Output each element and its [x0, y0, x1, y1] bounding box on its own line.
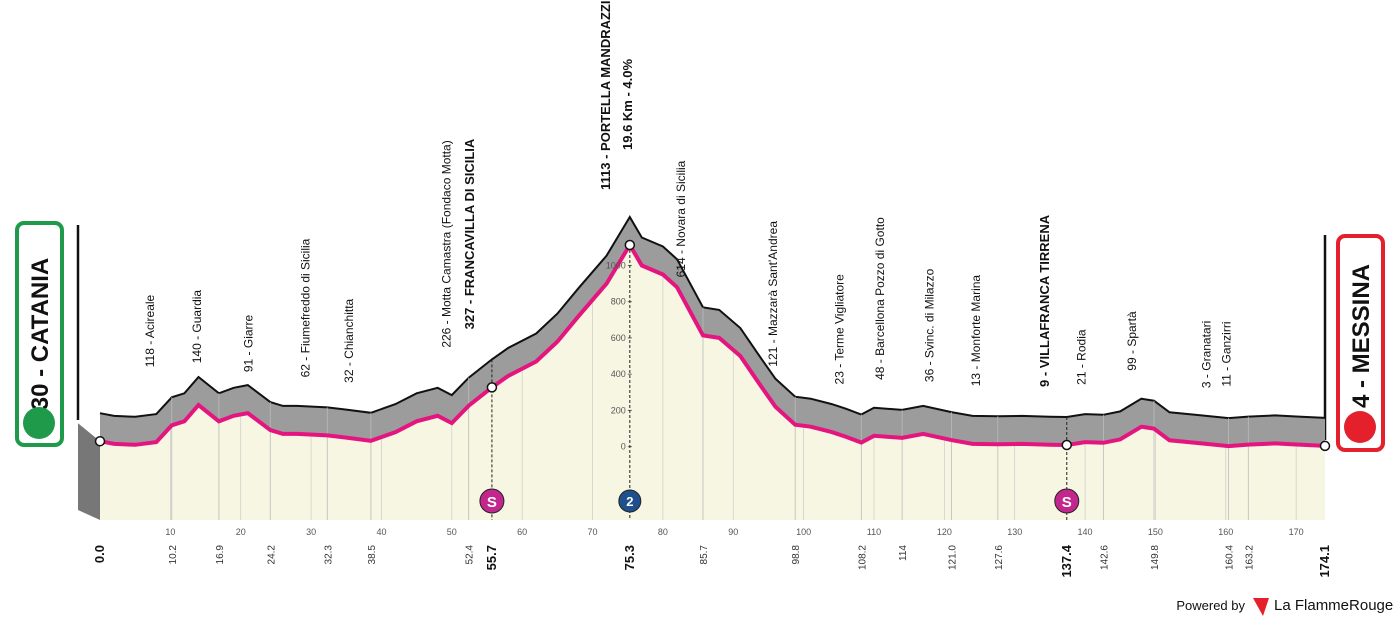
point-marker: [1319, 440, 1331, 452]
summit-subtitle: 19.6 Km - 4.0%: [620, 59, 635, 150]
x-tick-label: 100: [796, 527, 811, 537]
x-tick-label: 20: [236, 527, 246, 537]
waypoint-label: 91 - Giarre: [241, 314, 255, 372]
waypoint-label: 614 - Novara di Sicilia: [674, 160, 688, 277]
waypoint-km: 16.9: [215, 545, 226, 565]
waypoint-km: 142.6: [1099, 545, 1110, 570]
waypoint-km: 108.2: [857, 545, 868, 570]
point-marker: [486, 382, 498, 393]
waypoint-km: 114: [898, 545, 909, 561]
waypoint-label: 32 - Chianchitta: [342, 298, 356, 382]
start-sign: [15, 221, 64, 447]
finish-name: 4 - MESSINA: [1348, 264, 1375, 408]
waypoint-label: 140 - Guardia: [190, 290, 204, 364]
waypoint-label: 13 - Monforte Marina: [969, 275, 983, 387]
waypoint-km: 127.6: [994, 545, 1005, 570]
x-tick-label: 110: [867, 527, 881, 537]
waypoint-label: 121 - Mazzarà Sant'Andrea: [766, 221, 780, 367]
profile-line: [99, 241, 1326, 449]
plain-area: [100, 245, 1325, 520]
y-tick-label: 400: [611, 369, 626, 379]
waypoint-label: 23 - Terme Vigliatore: [832, 274, 846, 385]
waypoint-km: 32.3: [323, 545, 334, 565]
x-tick-label: 60: [517, 527, 527, 537]
waypoint-label: 118 - Acireale: [143, 294, 157, 367]
x-tick-label: 160: [1218, 527, 1233, 537]
waypoint-label: 48 - Barcellona Pozzo di Gotto: [873, 217, 887, 380]
waypoint-km: 55.7: [484, 545, 499, 570]
y-tick-label: 600: [611, 333, 626, 343]
sprint-label: S: [487, 494, 497, 511]
waypoint-km: 163.2: [1244, 545, 1255, 570]
waypoint-label: 9 - VILLAFRANCA TIRRENA: [1037, 214, 1052, 387]
start-km: 0.0: [92, 545, 107, 563]
x-tick-label: 30: [306, 527, 316, 537]
waypoint-km: 149.8: [1150, 545, 1161, 570]
waypoint-km: 10.2: [168, 545, 179, 565]
x-tick-label: 90: [728, 527, 738, 537]
powered-by: Powered by: [1176, 598, 1245, 613]
waypoint-label: 3 - Granatari: [1200, 321, 1214, 388]
y-tick-label: 800: [611, 297, 626, 307]
x-tick-label: 40: [376, 527, 386, 537]
y-tick-label: 0: [621, 442, 626, 452]
sprint-label: S: [1062, 494, 1072, 511]
waypoint-km: 24.2: [266, 545, 277, 565]
waypoint-label: 62 - Fiumefreddo di Sicilia: [298, 238, 312, 377]
terrain-band: [100, 217, 1325, 447]
waypoint-label: 327 - FRANCAVILLA DI SICILIA: [462, 138, 477, 329]
point-marker: [624, 239, 636, 251]
finish-km: 174.1: [1317, 545, 1332, 578]
x-tick-label: 120: [937, 527, 952, 537]
x-tick-label: 50: [447, 527, 457, 537]
waypoint-label: 21 - Rodia: [1074, 329, 1088, 385]
brand: La FlammeRouge: [1274, 597, 1393, 614]
x-tick-label: 10: [165, 527, 175, 537]
climb-category: 2: [626, 494, 633, 509]
summit-km: 75.3: [622, 545, 637, 570]
waypoint-label: 11 - Ganzirri: [1219, 321, 1233, 386]
terrain-edge: [99, 215, 1326, 420]
start-icon: [23, 407, 55, 439]
y-tick-label: 1000: [606, 260, 626, 270]
x-tick-label: 130: [1007, 527, 1022, 537]
sprint-badge: [1054, 488, 1080, 514]
waypoint-km: 52.4: [465, 545, 476, 565]
brand-logo: [1253, 598, 1269, 616]
x-tick-label: 80: [658, 527, 668, 537]
y-tick-label: 200: [611, 405, 626, 415]
waypoint-label: 36 - Svinc. di Milazzo: [922, 268, 936, 382]
x-tick-label: 150: [1148, 527, 1163, 537]
waypoint-km: 38.5: [367, 545, 378, 565]
waypoint-km: 85.7: [699, 545, 710, 565]
finish-sign: [1336, 234, 1385, 452]
start-name: 30 - CATANIA: [27, 258, 54, 410]
waypoint-km: 137.4: [1059, 544, 1074, 577]
waypoint-label: 226 - Motta Camastra (Fondaco Motta): [440, 140, 454, 347]
x-tick-label: 140: [1078, 527, 1093, 537]
waypoint-km: 98.8: [791, 545, 802, 565]
summit-title: 1113 - PORTELLA MANDRAZZI: [598, 1, 613, 190]
x-tick-label: 170: [1289, 527, 1304, 537]
climb-badge: [618, 489, 642, 513]
waypoint-label: 99 - Spartà: [1125, 311, 1139, 371]
point-marker: [1061, 439, 1073, 451]
waypoint-km: 160.4: [1225, 545, 1236, 570]
start-wedge: [78, 423, 100, 520]
waypoint-km: 121.0: [947, 545, 958, 570]
x-tick-label: 70: [588, 527, 598, 537]
point-marker: [94, 435, 106, 447]
sprint-badge: [479, 488, 505, 514]
finish-icon: [1344, 411, 1376, 443]
